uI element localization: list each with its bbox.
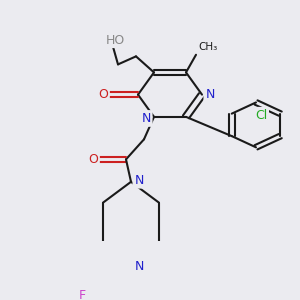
Text: CH₃: CH₃ xyxy=(198,42,217,52)
Text: F: F xyxy=(79,289,86,300)
Text: O: O xyxy=(88,153,98,166)
Text: N: N xyxy=(134,260,144,273)
Text: N: N xyxy=(141,112,151,125)
Text: N: N xyxy=(205,88,215,101)
Text: Cl: Cl xyxy=(255,109,267,122)
Text: HO: HO xyxy=(105,34,124,47)
Text: N: N xyxy=(134,174,144,187)
Text: O: O xyxy=(98,88,108,101)
